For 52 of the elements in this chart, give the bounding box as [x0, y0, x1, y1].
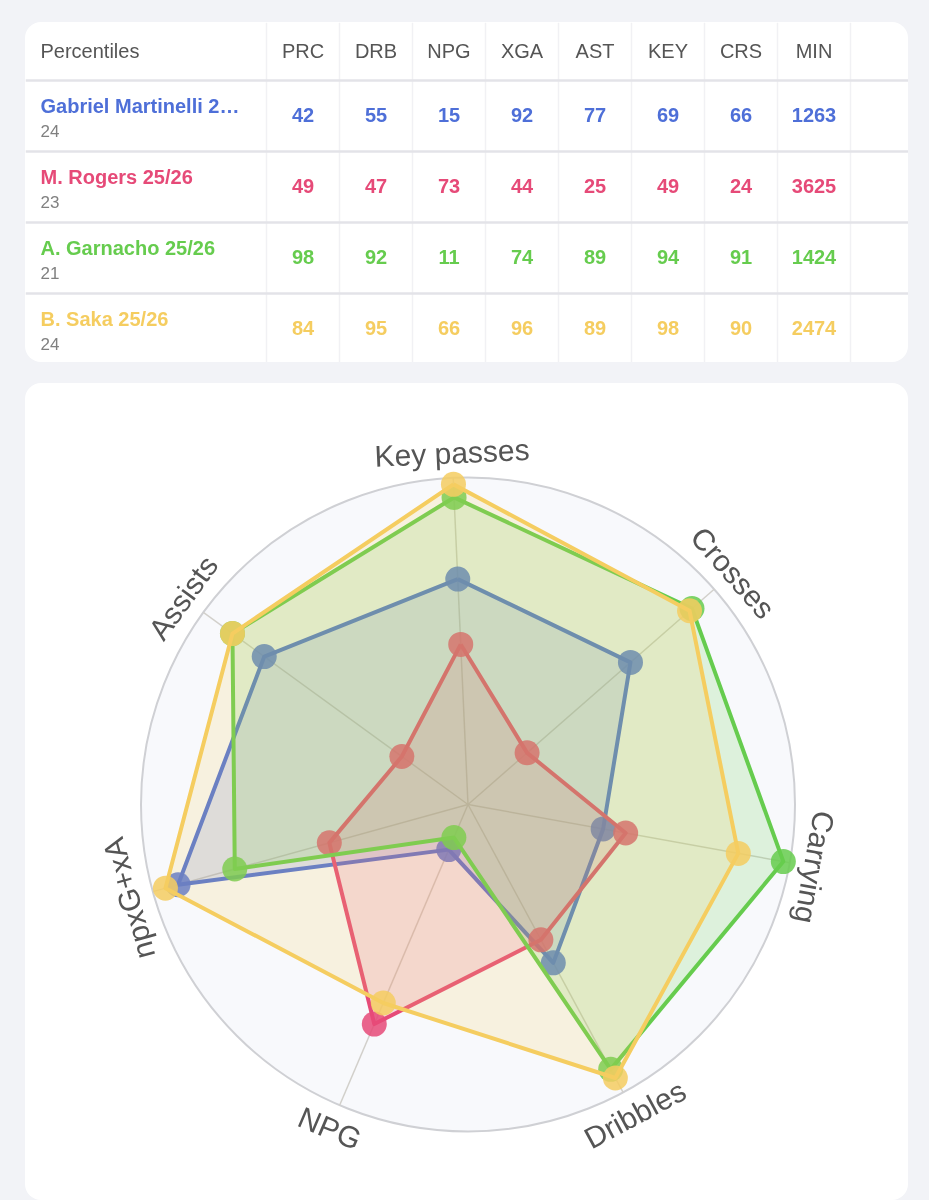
category-label: NPG [427, 39, 471, 62]
text: B. Saka 25/26 [40, 307, 169, 330]
text: 24 [40, 121, 60, 141]
spoke-label: NPG [293, 1100, 367, 1157]
data-label: 15 [437, 103, 461, 126]
data-label: 66 [437, 316, 461, 339]
category-label: XGA [500, 39, 544, 62]
spoke-label: Key passes [373, 432, 531, 473]
data-label: 49 [656, 174, 680, 197]
data-label: 98 [656, 316, 680, 339]
data-label: 73 [437, 174, 461, 197]
text: 23 [40, 192, 60, 212]
data-label: 91 [729, 245, 753, 268]
data-label: 74 [510, 245, 534, 268]
data-label: 69 [656, 103, 680, 126]
data-label: 47 [364, 174, 388, 197]
data-label: 24 [729, 174, 753, 197]
data-label: 89 [583, 316, 607, 339]
data-label: 25 [583, 174, 607, 197]
data-label: 55 [364, 103, 388, 126]
series-label: Gabriel Martinelli 2… [40, 94, 240, 117]
category-label: PRC [281, 39, 325, 62]
data-label: 2474 [791, 316, 838, 339]
data-label: 42 [291, 103, 315, 126]
data-label: 92 [364, 245, 388, 268]
text: A. Garnacho 25/26 [40, 236, 216, 259]
data-label: 98 [291, 245, 315, 268]
category-label: KEY [647, 39, 689, 62]
data-label: 89 [583, 245, 607, 268]
text: M. Rogers 25/26 [40, 165, 193, 188]
data-label: 1263 [791, 103, 837, 126]
data-label: 3625 [791, 174, 837, 197]
category-label: DRB [354, 39, 398, 62]
data-label: 49 [291, 174, 315, 197]
data-label: 92 [510, 103, 534, 126]
category-label: MIN [795, 39, 833, 62]
category-label: AST [575, 39, 615, 62]
data-label: 77 [583, 103, 607, 126]
data-label: 44 [510, 174, 534, 197]
data-label: 96 [510, 316, 534, 339]
data-label: 1424 [791, 245, 838, 268]
data-label: 90 [729, 316, 753, 339]
data-label: 66 [729, 103, 753, 126]
text: Percentiles [40, 39, 140, 62]
data-label: 11 [438, 245, 460, 268]
category-label: CRS [719, 39, 763, 62]
data-label: 94 [656, 245, 680, 268]
text: 24 [40, 334, 60, 354]
text: 21 [40, 263, 60, 283]
data-label: 95 [364, 316, 388, 339]
spoke-label: Carrying [788, 808, 841, 926]
data-label: 84 [291, 316, 315, 339]
